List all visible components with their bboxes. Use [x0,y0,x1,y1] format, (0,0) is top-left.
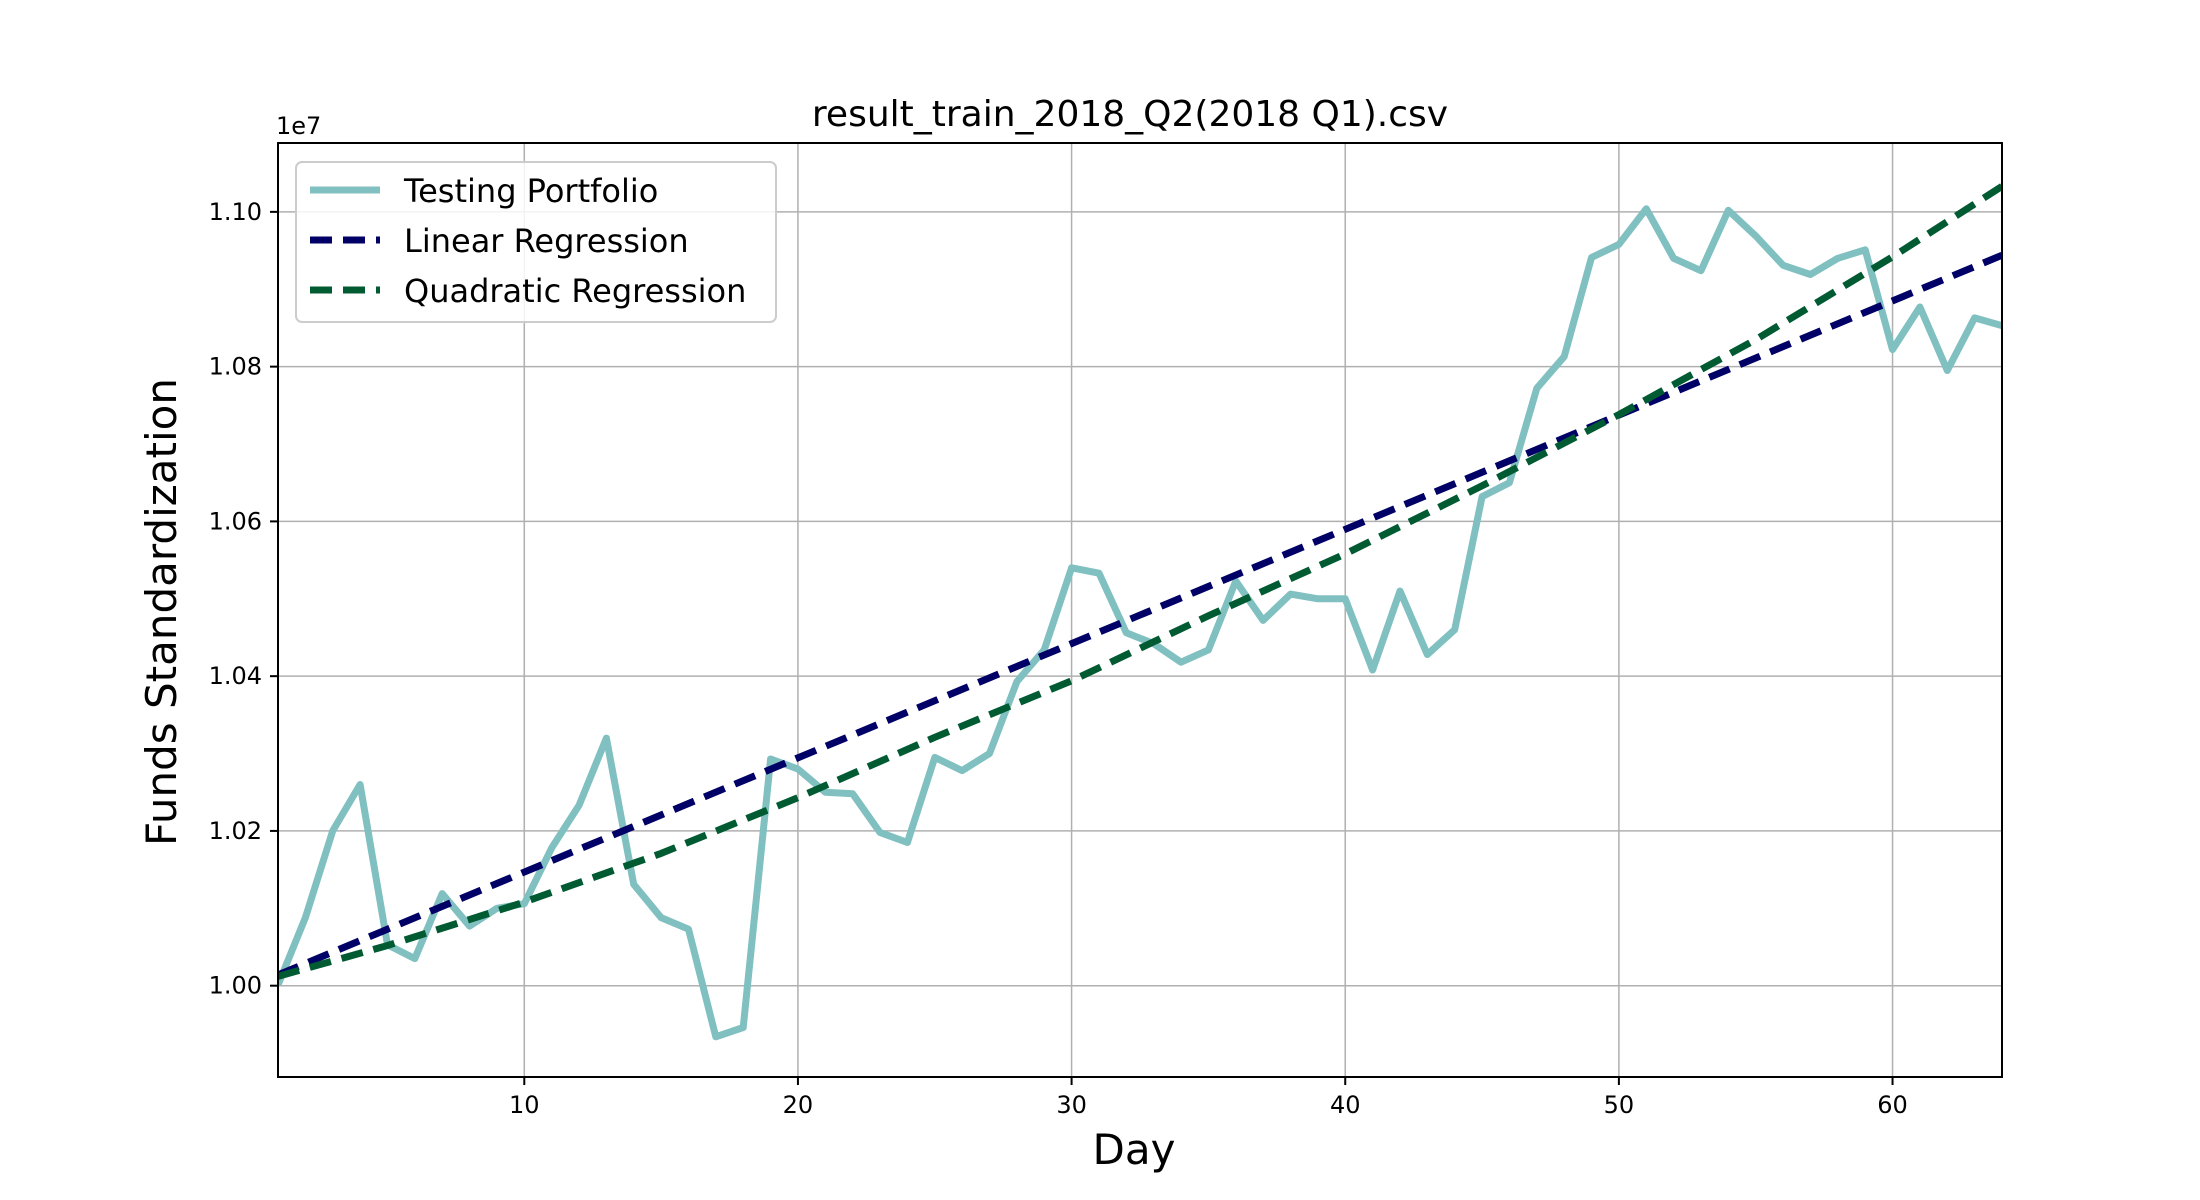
x-tick-label: 60 [1877,1091,1908,1119]
y-axis-title: Funds Standardization [137,378,186,846]
x-axis-title: Day [1093,1125,1176,1174]
x-tick-label: 50 [1604,1091,1635,1119]
plot-frame [277,142,2003,1078]
legend-label-linear-regression: Linear Regression [404,222,689,260]
plot-lines [278,183,2002,1041]
legend: Testing Portfolio Linear Regression Quad… [295,161,777,323]
chart-title: result_train_2018_Q2(2018 Q1).csv [812,94,1448,135]
y-tick-label: 1.02 [209,817,262,845]
x-tick-label: 30 [1056,1091,1087,1119]
legend-label-quadratic-regression: Quadratic Regression [404,272,746,310]
x-tick-label: 20 [783,1091,814,1119]
y-axis-ticks: 1.00 1.02 1.04 1.06 1.08 1.10 [209,198,278,1000]
series-quadratic-regression [278,183,2002,980]
y-tick-label: 1.06 [209,507,262,535]
x-tick-label: 10 [509,1091,540,1119]
y-tick-label: 1.10 [209,198,262,226]
y-offset-label: 1e7 [276,112,321,140]
legend-box [295,161,777,323]
y-tick-label: 1.08 [209,353,262,381]
series-linear-regression [278,251,2002,979]
y-tick-label: 1.00 [209,972,262,1000]
series-testing-portfolio [278,205,2002,1041]
legend-label-testing-portfolio: Testing Portfolio [403,172,658,210]
x-tick-label: 40 [1330,1091,1361,1119]
x-axis-ticks: 10 20 30 40 50 60 [509,1077,1908,1119]
y-tick-label: 1.04 [209,662,262,690]
